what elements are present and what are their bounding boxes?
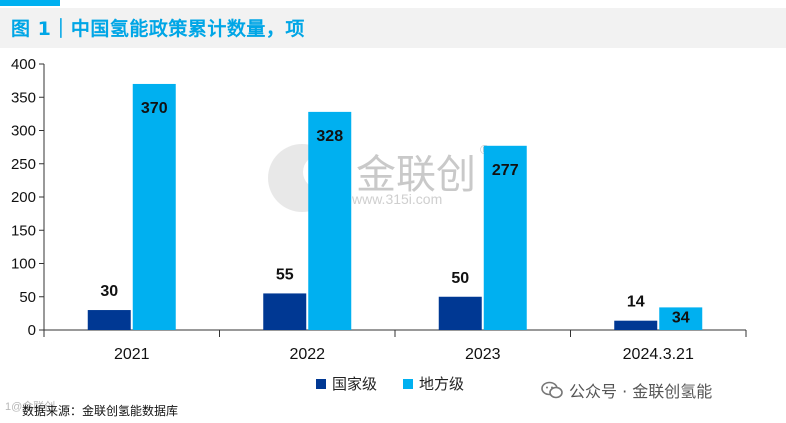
watermark-brand: 金联创 bbox=[356, 152, 476, 198]
data-label-local: 328 bbox=[316, 128, 343, 145]
y-tick-label: 400 bbox=[11, 56, 36, 73]
y-tick-label: 250 bbox=[11, 156, 36, 173]
bar-local bbox=[483, 145, 527, 330]
legend-item-national: 国家级 bbox=[316, 373, 377, 394]
data-label-national: 30 bbox=[100, 283, 118, 300]
x-tick-label: 2021 bbox=[114, 346, 150, 363]
legend-label-local: 地方级 bbox=[419, 375, 465, 393]
wechat-icon bbox=[541, 381, 563, 399]
legend-swatch-national bbox=[316, 378, 326, 389]
legend: 国家级 地方级 bbox=[316, 373, 464, 394]
bar-local bbox=[132, 83, 176, 330]
watermark-url: www.315i.com bbox=[351, 191, 442, 207]
data-labels: 30 370 55 328 50 277 14 34 bbox=[100, 100, 689, 326]
bar-local bbox=[308, 111, 352, 330]
data-label-national: 50 bbox=[451, 270, 469, 287]
x-tick-label: 2022 bbox=[289, 346, 325, 363]
y-tick-label: 150 bbox=[11, 222, 36, 239]
legend-swatch-local bbox=[403, 378, 414, 389]
data-label-national: 14 bbox=[627, 294, 645, 311]
y-tick-label: 0 bbox=[28, 322, 36, 339]
bar-national bbox=[87, 310, 131, 330]
x-tick-label: 2024.3.21 bbox=[623, 346, 694, 363]
data-label-local: 34 bbox=[672, 309, 690, 326]
bar-local bbox=[659, 307, 703, 330]
corner-watermark: 1@金联创 bbox=[5, 401, 56, 413]
wechat-label: 公众号 · 金联创氢能 bbox=[569, 382, 713, 401]
accent-bar bbox=[0, 0, 60, 6]
data-label-local: 370 bbox=[141, 100, 168, 117]
x-tick-label: 2023 bbox=[465, 346, 501, 363]
wechat-account: 公众号 · 金联创氢能 bbox=[541, 378, 712, 402]
data-label-national: 55 bbox=[276, 266, 294, 283]
bars bbox=[87, 83, 703, 330]
source-note: 数据来源：金联创氢能数据库 bbox=[22, 404, 179, 418]
watermark: 金联创 ® www.315i.com bbox=[268, 142, 490, 212]
bar-national bbox=[263, 293, 307, 330]
legend-item-local: 地方级 bbox=[403, 373, 464, 394]
chart-title: 图 1｜中国氢能政策累计数量，项 bbox=[11, 18, 305, 40]
y-tick-label: 300 bbox=[11, 123, 36, 140]
title-band bbox=[0, 8, 786, 48]
y-tick-label: 50 bbox=[19, 289, 36, 306]
legend-label-national: 国家级 bbox=[332, 375, 378, 393]
y-tick-label: 100 bbox=[11, 256, 36, 273]
y-tick-label: 200 bbox=[11, 189, 36, 206]
bar-national bbox=[438, 296, 482, 330]
y-tick-label: 350 bbox=[11, 89, 36, 106]
data-label-local: 277 bbox=[492, 162, 519, 179]
bar-national bbox=[614, 320, 658, 330]
